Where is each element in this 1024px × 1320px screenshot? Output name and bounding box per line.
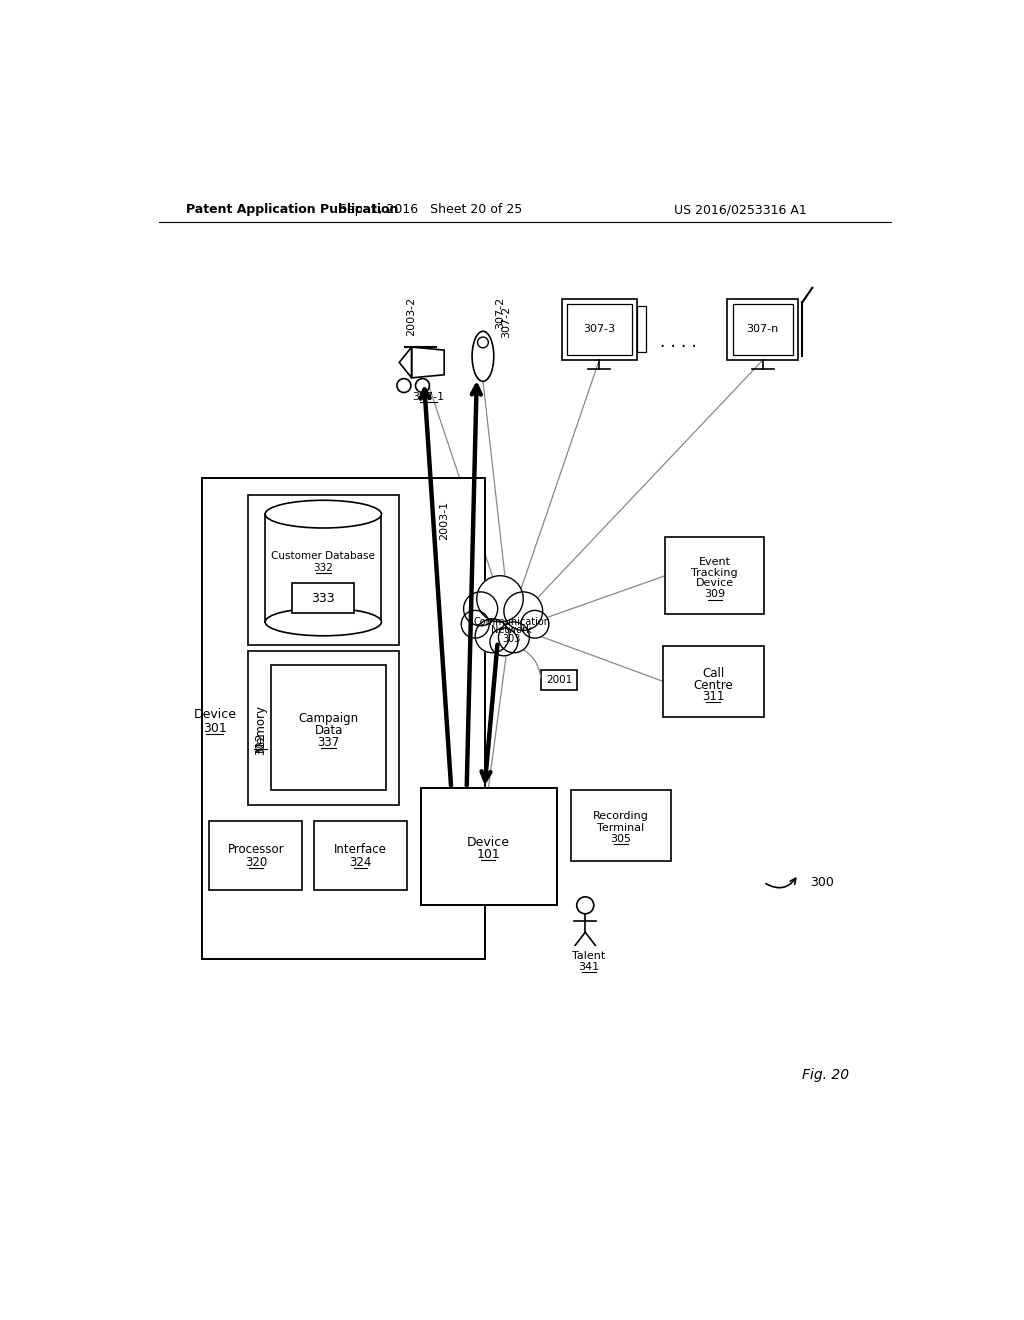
Bar [265,515,381,622]
Ellipse shape [265,500,381,528]
Bar [665,537,764,614]
Text: 333: 333 [311,591,335,605]
Text: Network: Network [492,626,532,635]
Text: Data: Data [314,723,343,737]
FancyArrowPatch shape [514,645,541,677]
Text: Customer Database: Customer Database [271,552,375,561]
Text: Memory: Memory [254,704,267,752]
Bar [562,298,637,360]
Text: Device: Device [695,578,734,589]
Circle shape [477,576,523,622]
Circle shape [504,591,543,631]
Text: Terminal: Terminal [597,822,644,833]
Text: 2003-2: 2003-2 [406,297,416,335]
Text: 300: 300 [810,875,834,888]
Text: 307-2: 307-2 [495,296,505,329]
Bar [732,304,793,355]
Text: 2001: 2001 [546,676,572,685]
Ellipse shape [472,331,494,381]
Text: US 2016/0253316 A1: US 2016/0253316 A1 [674,203,807,216]
Text: Interface: Interface [334,843,387,857]
Text: 301: 301 [203,722,226,735]
Bar [202,478,484,960]
Bar [567,304,632,355]
Circle shape [489,628,518,656]
Text: 341: 341 [579,962,600,972]
Text: Centre: Centre [693,678,733,692]
Bar [637,306,646,352]
Text: 311: 311 [701,690,724,704]
Text: 303: 303 [503,634,521,644]
Text: 309: 309 [705,589,725,599]
Ellipse shape [265,609,381,636]
Circle shape [499,622,529,653]
Text: 322: 322 [254,733,267,755]
Text: 324: 324 [349,855,372,869]
Text: 332: 332 [313,564,333,573]
Text: 337: 337 [317,737,340,750]
Text: 307-2: 307-2 [501,305,511,338]
Text: Call: Call [702,667,724,680]
FancyArrowPatch shape [766,878,796,888]
Text: . . . .: . . . . [659,333,696,351]
Text: 307-n: 307-n [746,325,779,334]
Bar [271,665,386,789]
Text: 2003-1: 2003-1 [439,500,450,540]
Text: Device: Device [194,708,237,721]
Text: 307-1: 307-1 [413,392,444,403]
Text: Talent: Talent [572,952,606,961]
Bar [209,821,302,890]
Bar [421,788,557,906]
Circle shape [464,591,498,626]
Bar [292,583,354,612]
Text: Patent Application Publication: Patent Application Publication [186,203,398,216]
Text: Campaign: Campaign [299,711,358,725]
Text: Processor: Processor [227,843,285,857]
Bar [248,495,399,645]
Bar [571,789,671,861]
Text: 307-3: 307-3 [583,325,615,334]
Text: 320: 320 [245,855,267,869]
Bar [314,821,407,890]
Text: 305: 305 [610,834,632,843]
Bar [248,651,399,805]
Text: Communication: Communication [473,616,550,627]
Text: Fig. 20: Fig. 20 [802,1068,849,1081]
Text: 101: 101 [476,847,501,861]
Bar [727,298,799,360]
Circle shape [461,610,489,638]
Text: Tracking: Tracking [691,568,738,578]
Text: Device: Device [467,836,510,849]
Bar [541,671,577,690]
Bar [663,645,764,717]
Circle shape [521,610,549,638]
Text: Sep. 1, 2016   Sheet 20 of 25: Sep. 1, 2016 Sheet 20 of 25 [339,203,522,216]
Circle shape [475,619,509,653]
Text: Recording: Recording [593,810,649,821]
Text: Event: Event [698,557,731,566]
